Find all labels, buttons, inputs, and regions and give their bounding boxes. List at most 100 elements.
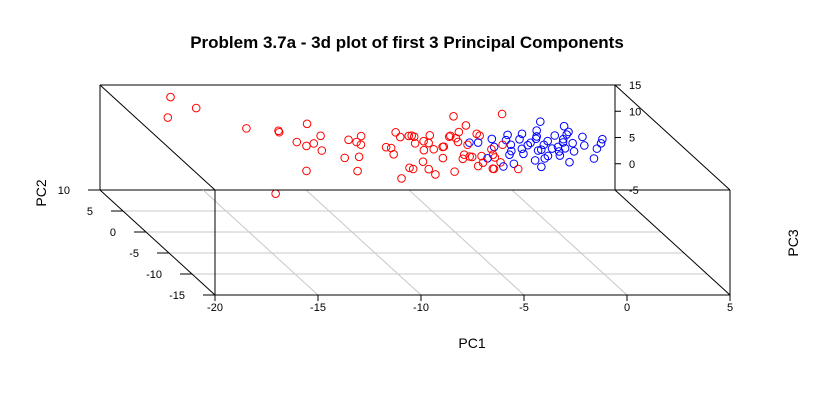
data-point [461,121,471,130]
data-point [465,138,474,147]
grid-line-x [408,189,525,296]
data-point [483,153,492,163]
data-point [453,137,463,147]
data-point [533,146,543,155]
data-point [302,141,311,151]
chart-title: Problem 3.7a - 3d plot of first 3 Princi… [190,33,624,52]
data-point [565,157,574,167]
data-point [540,154,550,163]
data-point [554,147,564,156]
data-point [408,164,418,174]
data-point [537,162,546,172]
data-point [356,131,366,141]
data-point [163,113,173,122]
data-point [191,103,201,113]
data-point [309,139,319,148]
data-point [473,161,483,171]
data-point [395,132,405,142]
grid-lines [123,189,707,296]
data-point [302,119,312,129]
data-point [519,149,528,159]
box-edge [614,84,731,191]
data-point [487,144,496,154]
data-point [410,139,420,148]
data-point [166,92,175,102]
x-tick-label: -10 [413,302,429,314]
axis-ticks: -20 -15 -10 -5 0 5 -15 -10 -5 0 5 10 -5 0 5 10 15 [58,80,733,314]
box-edge [99,84,216,191]
data-point [356,140,366,149]
data-point [530,156,540,165]
data-point [558,138,568,147]
box-edge [99,189,216,296]
data-point [578,132,587,142]
data-point [458,154,468,164]
data-point [404,131,414,141]
data-point [497,109,507,119]
data-point [517,129,527,139]
data-point [513,164,523,174]
z-axis-title: PC3 [785,229,801,256]
x-tick-label: -5 [519,302,529,314]
data-point [531,134,541,144]
grid-line-x [305,189,422,296]
data-point [271,189,280,198]
data-point [477,151,486,161]
data-point [503,130,512,140]
data-point [340,153,350,163]
data-point [389,150,398,159]
box-edge [614,189,731,296]
data-point [450,167,459,176]
data-point [292,137,302,147]
data-point [446,131,455,141]
data-point [354,152,364,162]
z-tick-label: 0 [629,159,635,171]
z-tick-label: 10 [629,106,641,118]
x-tick-label: 5 [727,302,733,314]
data-point [487,134,497,144]
data-point [302,166,311,176]
data-point [505,150,514,160]
data-point [316,131,325,141]
y-tick-label: -5 [129,248,139,260]
data-point [509,159,519,169]
data-point [425,130,435,140]
data-point [559,121,569,131]
z-tick-label: -5 [629,185,639,197]
data-point [449,111,458,121]
data-point [381,142,391,152]
data-point [444,132,454,141]
data-point [391,128,400,137]
data-point [568,138,577,148]
z-tick-label: 15 [629,80,641,92]
data-point [409,132,419,141]
data-point [498,140,507,150]
data-point [317,146,327,155]
x-tick-label: -20 [207,302,223,314]
data-point [517,144,527,154]
data-point [515,134,524,144]
data-point [438,142,447,152]
data-point [536,117,545,126]
x-axis-title: PC1 [458,335,485,351]
grid-line-x [202,189,319,296]
grid-line-x [511,189,628,296]
data-point [596,138,606,148]
data-point [352,137,361,147]
data-point [475,131,484,141]
data-point [344,135,353,145]
y-tick-label: -10 [146,269,162,281]
data-point [564,127,573,137]
data-point [242,124,251,133]
data-point [592,144,602,153]
data-point [274,127,284,137]
plot-box-front [99,189,731,296]
data-point [424,138,433,148]
data-point [429,144,439,154]
data-point [569,147,579,156]
data-point [405,163,414,173]
z-tick-label: 5 [629,133,635,145]
data-point [419,136,428,146]
data-point [537,145,546,154]
